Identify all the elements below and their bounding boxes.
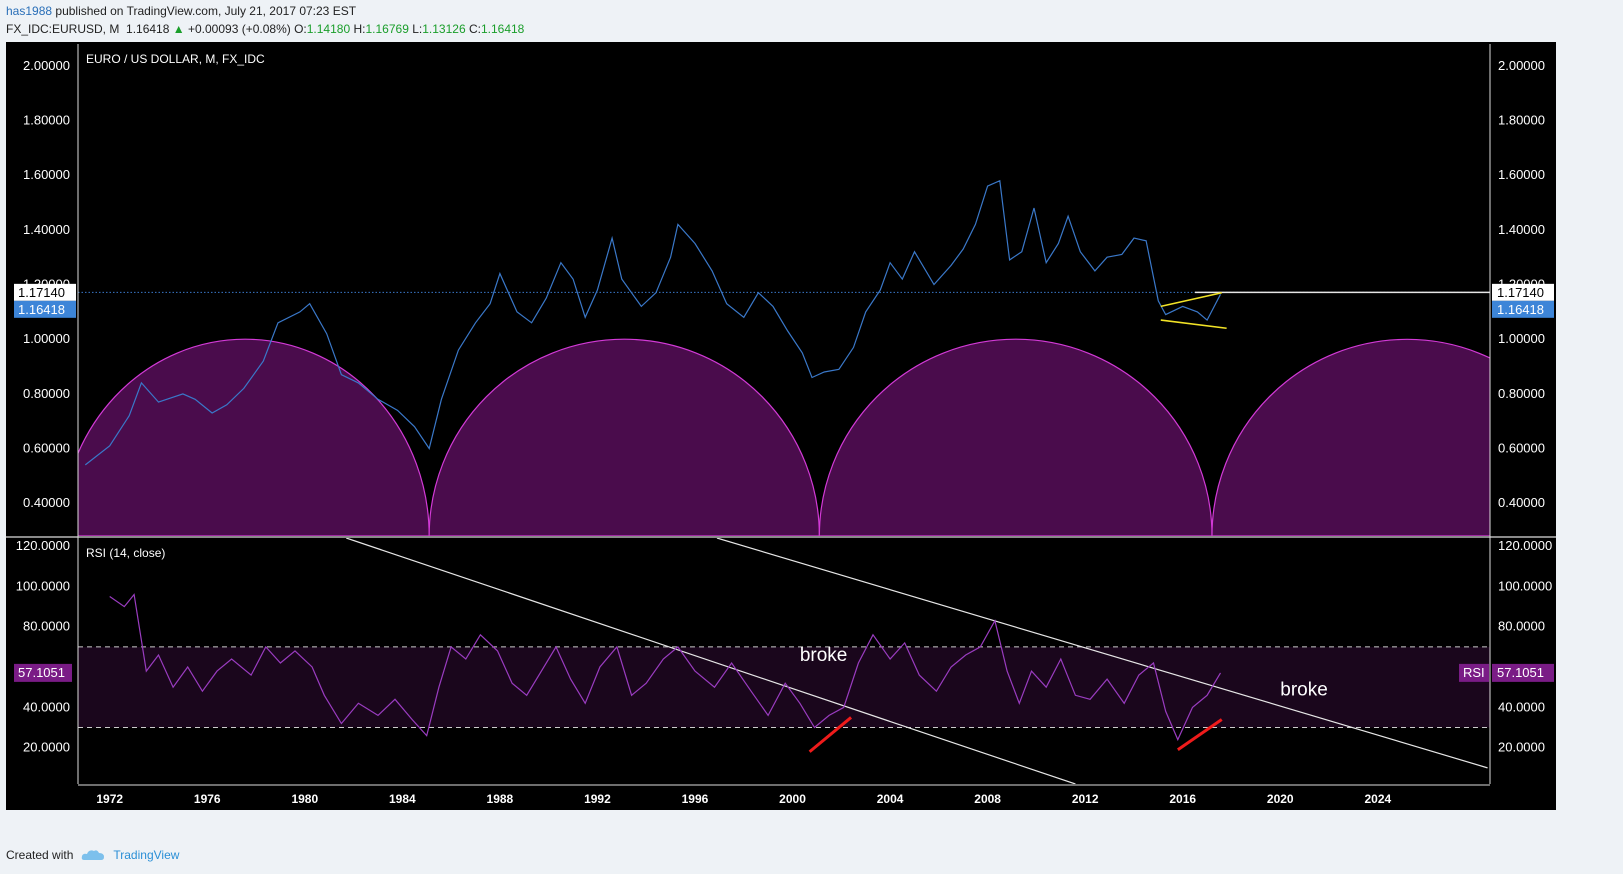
price-series-line: [84, 179, 1222, 466]
price-tick-left: 0.40000: [23, 495, 70, 510]
high-label: H:: [353, 22, 366, 36]
cycle-arc: [78, 338, 430, 536]
x-tick-label: 1992: [584, 792, 611, 806]
price-tick-right: 0.80000: [1498, 386, 1545, 401]
last-price: 1.16418: [126, 22, 170, 36]
rsi-tick-right: 120.0000: [1498, 538, 1552, 553]
wedge-line: [1160, 291, 1222, 308]
tradingview-link[interactable]: TradingView: [113, 848, 180, 862]
price-tick-left: 0.60000: [23, 441, 70, 456]
price-tick-left: 1.00000: [23, 331, 70, 346]
level-label-left: 1.17140: [18, 285, 65, 300]
rsi-tick-right: 100.0000: [1498, 578, 1552, 593]
x-tick-label: 1988: [487, 792, 514, 806]
x-tick-label: 1980: [291, 792, 318, 806]
x-tick-label: 1972: [96, 792, 123, 806]
rsi-name-badge: RSI: [1463, 665, 1485, 680]
price-tick-right: 1.60000: [1498, 167, 1545, 182]
price-tick-right: 1.00000: [1498, 331, 1545, 346]
x-tick-label: 1984: [389, 792, 416, 806]
level-label-right-bg: [1492, 283, 1554, 301]
rsi-tick-left: 80.0000: [23, 619, 70, 634]
x-tick-label: 2024: [1364, 792, 1391, 806]
low-label: L:: [412, 22, 423, 36]
last-price-label-right: 1.16418: [1497, 302, 1544, 317]
rsi-series-line: [109, 593, 1222, 742]
open-label: O:: [294, 22, 307, 36]
x-tick-label: 2004: [877, 792, 904, 806]
rsi-tick-left: 20.0000: [23, 740, 70, 755]
low-value: 1.13126: [422, 22, 466, 36]
price-tick-right: 0.40000: [1498, 495, 1545, 510]
price-tick-right: 0.60000: [1498, 441, 1545, 456]
x-tick-label: 1996: [682, 792, 709, 806]
x-tick-label: 2012: [1072, 792, 1099, 806]
cycle-arc: [428, 338, 820, 536]
wedge-line: [1160, 319, 1227, 330]
rsi-tick-left: 120.0000: [16, 538, 70, 553]
last-price-label-right-bg: [1492, 300, 1554, 318]
rsi-value-right-bg: [1492, 663, 1554, 682]
publish-info: published on TradingView.com, July 21, 2…: [55, 4, 357, 18]
symbol-name: FX_IDC:EURUSD, M: [6, 22, 120, 36]
x-tick-label: 2000: [779, 792, 806, 806]
rsi-band-fill: [78, 646, 1490, 728]
author-link[interactable]: has1988: [6, 4, 53, 18]
rsi-tick-right: 80.0000: [1498, 619, 1545, 634]
broke-annotation: broke: [800, 645, 848, 666]
publish-header: has1988 published on TradingView.com, Ju…: [6, 3, 356, 20]
x-tick-label: 2020: [1267, 792, 1294, 806]
last-price-label-left: 1.16418: [18, 302, 65, 317]
rsi-plot-group: [78, 538, 1490, 784]
tradingview-cloud-icon: [82, 850, 105, 860]
x-tick-label: 1976: [194, 792, 221, 806]
rsi-value-left-bg: [14, 663, 72, 682]
price-tick-right: 2.00000: [1498, 58, 1545, 73]
divergence-line: [808, 716, 853, 753]
price-tick-right: 1.80000: [1498, 113, 1545, 128]
last-price-label-left-bg: [14, 300, 76, 318]
level-label-left-bg: [14, 283, 76, 301]
rsi-tick-right: 40.0000: [1498, 699, 1545, 714]
rsi-tick-right: 20.0000: [1498, 740, 1545, 755]
price-plot-group: [78, 179, 1490, 536]
rsi-value-left: 57.1051: [18, 665, 65, 680]
close-label: C:: [468, 22, 481, 36]
x-tick-label: 2016: [1169, 792, 1196, 806]
price-tick-left: 2.00000: [23, 58, 70, 73]
high-value: 1.16769: [365, 22, 409, 36]
price-pane-title: EURO / US DOLLAR, M, FX_IDC: [86, 52, 265, 66]
rsi-value-right: 57.1051: [1497, 665, 1544, 680]
open-value: 1.14180: [306, 22, 351, 36]
price-tick-left: 1.80000: [23, 113, 70, 128]
footer: Created with TradingView: [6, 848, 179, 862]
rsi-name-badge-bg: [1459, 663, 1489, 682]
close-value: 1.16418: [480, 22, 525, 36]
price-tick-left: 1.60000: [23, 167, 70, 182]
divergence-line: [1176, 718, 1223, 751]
rsi-pane-title: RSI (14, close): [86, 546, 165, 560]
price-tick-left: 1.40000: [23, 222, 70, 237]
rsi-trendline: [716, 538, 1488, 769]
level-label-right: 1.17140: [1497, 285, 1544, 300]
rsi-tick-left: 100.0000: [16, 578, 70, 593]
broke-annotation: broke: [1280, 679, 1328, 700]
created-with-label: Created with: [6, 848, 74, 862]
price-tick-left: 0.80000: [23, 386, 70, 401]
rsi-tick-left: 40.0000: [23, 699, 70, 714]
rsi-trendline: [346, 538, 1076, 784]
cycle-arc: [818, 338, 1213, 536]
x-tick-label: 2008: [974, 792, 1001, 806]
cycle-arc: [1211, 338, 1490, 536]
price-tick-right: 1.40000: [1498, 222, 1545, 237]
up-arrow-icon: ▲: [172, 22, 185, 36]
symbol-info-line: FX_IDC:EURUSD, M 1.16418 ▲ +0.00093 (+0.…: [6, 21, 524, 38]
price-change: +0.00093 (+0.08%): [187, 22, 291, 36]
